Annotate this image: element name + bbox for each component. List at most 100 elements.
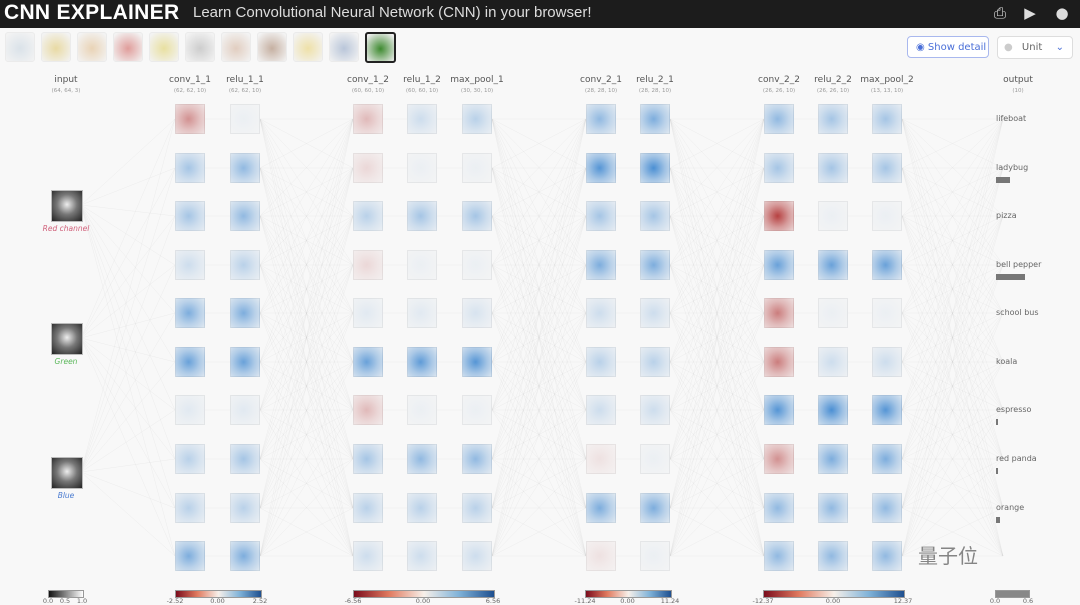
neuron-relu_1_2[interactable]: [407, 347, 437, 377]
neuron-relu_2_2[interactable]: [818, 104, 848, 134]
neuron-conv_1_1[interactable]: [175, 395, 205, 425]
neuron-relu_2_1[interactable]: [640, 541, 670, 571]
neuron-conv_1_2[interactable]: [353, 250, 383, 280]
neuron-conv_1_1[interactable]: [175, 541, 205, 571]
output-label[interactable]: ladybug: [996, 163, 1029, 172]
neuron-relu_2_1[interactable]: [640, 201, 670, 231]
neuron-relu_1_1[interactable]: [230, 347, 260, 377]
neuron-relu_1_1[interactable]: [230, 153, 260, 183]
neuron-relu_1_2[interactable]: [407, 541, 437, 571]
neuron-relu_2_1[interactable]: [640, 347, 670, 377]
neuron-relu_1_1[interactable]: [230, 201, 260, 231]
neuron-relu_1_1[interactable]: [230, 395, 260, 425]
neuron-max_pool_2[interactable]: [872, 395, 902, 425]
neuron-relu_1_2[interactable]: [407, 250, 437, 280]
neuron-conv_1_2[interactable]: [353, 444, 383, 474]
neuron-max_pool_1[interactable]: [462, 541, 492, 571]
neuron-conv_2_2[interactable]: [764, 201, 794, 231]
neuron-max_pool_1[interactable]: [462, 153, 492, 183]
neuron-conv_2_2[interactable]: [764, 493, 794, 523]
neuron-max_pool_1[interactable]: [462, 201, 492, 231]
neuron-conv_2_1[interactable]: [586, 347, 616, 377]
thumbnail-custom[interactable]: [365, 32, 396, 63]
neuron-relu_1_2[interactable]: [407, 395, 437, 425]
output-label[interactable]: bell pepper: [996, 260, 1042, 269]
show-detail-button[interactable]: ◉ Show detail: [907, 36, 989, 58]
neuron-max_pool_2[interactable]: [872, 153, 902, 183]
neuron-max_pool_1[interactable]: [462, 395, 492, 425]
output-label[interactable]: lifeboat: [996, 114, 1027, 123]
neuron-relu_2_2[interactable]: [818, 444, 848, 474]
neuron-conv_2_2[interactable]: [764, 444, 794, 474]
neuron-conv_2_2[interactable]: [764, 347, 794, 377]
neuron-relu_1_2[interactable]: [407, 104, 437, 134]
neuron-conv_2_1[interactable]: [586, 444, 616, 474]
output-label[interactable]: red panda: [996, 454, 1037, 463]
neuron-conv_1_1[interactable]: [175, 347, 205, 377]
neuron-conv_2_2[interactable]: [764, 541, 794, 571]
neuron-relu_1_1[interactable]: [230, 298, 260, 328]
neuron-conv_2_1[interactable]: [586, 493, 616, 523]
neuron-conv_1_1[interactable]: [175, 201, 205, 231]
thumbnail-sport-car[interactable]: [329, 32, 359, 62]
neuron-conv_1_2[interactable]: [353, 541, 383, 571]
thumbnail-espresso[interactable]: [221, 32, 251, 62]
neuron-relu_2_2[interactable]: [818, 250, 848, 280]
neuron-relu_1_1[interactable]: [230, 444, 260, 474]
neuron-conv_2_1[interactable]: [586, 104, 616, 134]
neuron-max_pool_2[interactable]: [872, 493, 902, 523]
thumbnail-school-bus[interactable]: [149, 32, 179, 62]
neuron-conv_2_1[interactable]: [586, 153, 616, 183]
neuron-conv_1_1[interactable]: [175, 444, 205, 474]
input-channel-image[interactable]: [51, 323, 83, 355]
neuron-conv_1_1[interactable]: [175, 250, 205, 280]
neuron-max_pool_1[interactable]: [462, 104, 492, 134]
neuron-relu_1_2[interactable]: [407, 444, 437, 474]
neuron-relu_1_2[interactable]: [407, 153, 437, 183]
output-label[interactable]: koala: [996, 357, 1018, 366]
neuron-relu_2_1[interactable]: [640, 395, 670, 425]
neuron-relu_1_1[interactable]: [230, 541, 260, 571]
neuron-max_pool_1[interactable]: [462, 298, 492, 328]
thumbnail-bell-pepper[interactable]: [113, 32, 143, 62]
neuron-conv_1_2[interactable]: [353, 347, 383, 377]
neuron-conv_2_1[interactable]: [586, 201, 616, 231]
thumbnail-lifeboat[interactable]: [5, 32, 35, 62]
neuron-conv_1_2[interactable]: [353, 104, 383, 134]
output-label[interactable]: orange: [996, 503, 1025, 512]
neuron-max_pool_2[interactable]: [872, 347, 902, 377]
neuron-relu_2_1[interactable]: [640, 493, 670, 523]
neuron-conv_2_1[interactable]: [586, 395, 616, 425]
neuron-relu_1_1[interactable]: [230, 250, 260, 280]
neuron-conv_1_1[interactable]: [175, 104, 205, 134]
neuron-max_pool_2[interactable]: [872, 298, 902, 328]
input-channel-image[interactable]: [51, 190, 83, 222]
output-label[interactable]: school bus: [996, 308, 1039, 317]
neuron-conv_1_1[interactable]: [175, 298, 205, 328]
video-icon[interactable]: ▶: [1024, 4, 1036, 22]
output-label[interactable]: espresso: [996, 405, 1032, 414]
neuron-relu_1_1[interactable]: [230, 104, 260, 134]
neuron-max_pool_2[interactable]: [872, 104, 902, 134]
thumbnail-ladybug[interactable]: [41, 32, 71, 62]
thumbnail-red-panda[interactable]: [257, 32, 287, 62]
neuron-conv_1_2[interactable]: [353, 153, 383, 183]
neuron-relu_2_2[interactable]: [818, 153, 848, 183]
neuron-conv_2_2[interactable]: [764, 250, 794, 280]
neuron-relu_2_2[interactable]: [818, 347, 848, 377]
neuron-relu_2_2[interactable]: [818, 298, 848, 328]
neuron-relu_2_1[interactable]: [640, 104, 670, 134]
neuron-relu_1_1[interactable]: [230, 493, 260, 523]
neuron-max_pool_2[interactable]: [872, 541, 902, 571]
neuron-conv_2_2[interactable]: [764, 153, 794, 183]
neuron-relu_1_2[interactable]: [407, 298, 437, 328]
output-label[interactable]: pizza: [996, 211, 1017, 220]
neuron-relu_2_2[interactable]: [818, 493, 848, 523]
neuron-max_pool_2[interactable]: [872, 201, 902, 231]
thumbnail-orange[interactable]: [293, 32, 323, 62]
neuron-relu_2_1[interactable]: [640, 250, 670, 280]
neuron-relu_2_1[interactable]: [640, 153, 670, 183]
neuron-relu_2_2[interactable]: [818, 395, 848, 425]
neuron-conv_1_1[interactable]: [175, 153, 205, 183]
neuron-conv_2_1[interactable]: [586, 250, 616, 280]
